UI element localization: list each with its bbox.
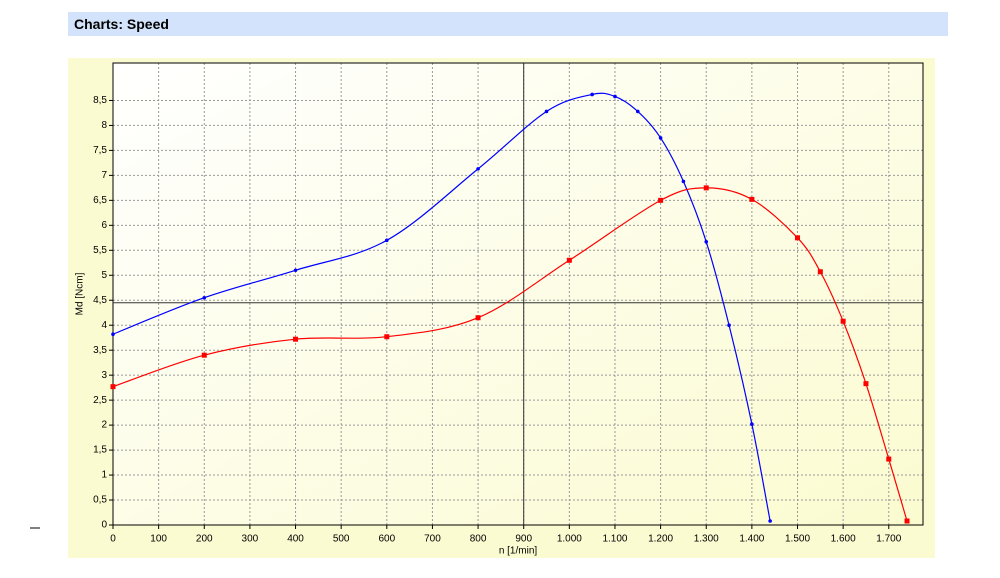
data-point — [750, 422, 754, 426]
x-tick-label: 600 — [378, 534, 395, 545]
data-point — [886, 456, 892, 462]
data-point — [590, 92, 594, 97]
data-point — [658, 197, 664, 203]
y-tick-label: 3,5 — [93, 345, 107, 356]
data-point — [293, 336, 299, 342]
x-tick-label: 1.300 — [694, 534, 719, 545]
section-header: Charts: Speed — [68, 12, 948, 36]
data-point — [768, 519, 772, 523]
data-point — [544, 109, 549, 114]
section-title: Charts: Speed — [74, 16, 169, 32]
data-point — [658, 136, 663, 140]
data-point — [727, 323, 731, 328]
data-point — [202, 295, 207, 300]
y-tick-label: 2 — [101, 420, 107, 431]
x-tick-label: 1.400 — [739, 534, 764, 545]
x-tick-label: 1.600 — [831, 534, 856, 545]
data-point — [293, 268, 298, 273]
data-point — [201, 352, 207, 358]
data-point — [475, 315, 481, 321]
data-point — [840, 318, 846, 324]
x-tick-label: 1.000 — [557, 534, 582, 545]
x-tick-label: 200 — [196, 534, 213, 545]
x-tick-label: 300 — [242, 534, 259, 545]
x-tick-label: 700 — [424, 534, 441, 545]
y-tick-label: 7,5 — [93, 145, 107, 156]
y-tick-label: 4,5 — [93, 295, 107, 306]
y-tick-label: 0 — [101, 520, 107, 531]
x-tick-label: 500 — [333, 534, 350, 545]
x-tick-label: 1.100 — [602, 534, 627, 545]
data-point — [863, 381, 869, 387]
y-tick-label: 4 — [101, 320, 107, 331]
data-point — [613, 94, 617, 99]
data-point — [817, 269, 823, 275]
y-tick-label: 5 — [101, 270, 107, 281]
data-point — [749, 196, 755, 202]
y-tick-label: 8 — [101, 120, 107, 131]
data-point — [385, 238, 389, 243]
y-tick-label: 8,5 — [93, 95, 107, 106]
data-point — [681, 179, 686, 184]
x-tick-label: 1.700 — [876, 534, 901, 545]
data-point — [703, 185, 709, 191]
data-point — [704, 240, 709, 244]
y-tick-label: 7 — [101, 170, 107, 181]
data-point — [384, 334, 390, 340]
y-tick-label: 0,5 — [93, 495, 107, 506]
y-tick-label: 6 — [101, 220, 107, 231]
series-line — [112, 187, 908, 522]
y-tick-label: 2,5 — [93, 395, 107, 406]
x-tick-label: 900 — [515, 534, 532, 545]
x-tick-label: 0 — [110, 534, 116, 545]
x-tick-label: 800 — [470, 534, 487, 545]
data-point — [795, 235, 801, 241]
y-axis-label: Md [Ncm] — [75, 272, 86, 315]
x-tick-label: 100 — [150, 534, 167, 545]
data-point — [110, 384, 116, 390]
x-tick-label: 400 — [287, 534, 304, 545]
data-point — [566, 257, 572, 263]
x-tick-label: 1.200 — [648, 534, 673, 545]
x-axis-label: n [1/min] — [499, 546, 538, 557]
y-tick-label: 6,5 — [93, 195, 107, 206]
y-tick-label: 3 — [101, 370, 107, 381]
y-tick-label: 1 — [101, 470, 107, 481]
x-tick-label: 1.500 — [785, 534, 810, 545]
y-tick-label: 1,5 — [93, 445, 107, 456]
data-point — [111, 332, 115, 337]
y-tick-label: 5,5 — [93, 245, 107, 256]
data-point — [476, 167, 480, 171]
data-point — [635, 109, 640, 114]
plot-area — [112, 62, 924, 526]
data-point — [904, 518, 910, 524]
plot-border — [112, 62, 924, 526]
